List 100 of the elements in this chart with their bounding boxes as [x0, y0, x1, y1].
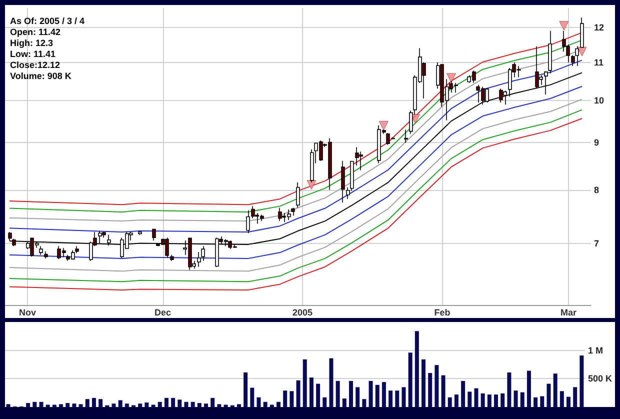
bar [6, 404, 10, 407]
bar [329, 358, 334, 407]
candlestick [575, 46, 579, 66]
candlestick [278, 207, 282, 222]
bar [316, 384, 320, 407]
bar [434, 365, 439, 407]
bar [59, 404, 64, 407]
bar [448, 397, 452, 407]
bar [112, 404, 116, 407]
bar [250, 388, 254, 407]
annotation: Volume: 908 K [10, 71, 72, 82]
bar [26, 403, 30, 407]
candlestick [296, 182, 300, 208]
candlestick [39, 246, 43, 256]
annotation: As Of: 2005 / 3 / 4 [10, 16, 85, 27]
bar [124, 404, 129, 407]
bar [217, 404, 222, 407]
bar [540, 396, 544, 407]
candlestick [341, 160, 345, 203]
bar [382, 382, 386, 407]
bar [487, 394, 492, 407]
y-tick-label: 9 [594, 138, 600, 148]
candlestick [246, 210, 250, 234]
point [559, 21, 569, 31]
candlestick [404, 129, 408, 144]
candlestick [499, 88, 503, 103]
point [446, 73, 456, 83]
bar [78, 404, 83, 407]
candlestick [580, 17, 584, 48]
bar [158, 402, 162, 407]
bar [375, 384, 380, 407]
candlestick [197, 252, 201, 268]
bar [408, 352, 412, 407]
bar [197, 403, 202, 407]
bar [474, 388, 478, 407]
bar [461, 380, 466, 407]
bar [276, 402, 281, 407]
bar [468, 392, 472, 407]
bar [553, 374, 558, 407]
y-tick-label: 10 [594, 96, 604, 106]
bar [118, 400, 122, 407]
bar [144, 402, 149, 407]
bar [66, 403, 70, 407]
candlestick [503, 90, 507, 105]
bar [256, 397, 261, 407]
bar [190, 402, 195, 407]
candlestick [170, 254, 174, 262]
bar [573, 387, 578, 407]
annotation: Low: 11.41 [10, 49, 57, 60]
bar [92, 398, 96, 407]
bar [560, 391, 564, 407]
x-tick-label: Nov [19, 308, 36, 318]
bar [388, 390, 393, 407]
bar [342, 398, 346, 407]
x-tick-label: 2005 [292, 308, 313, 318]
candlestick [571, 54, 575, 66]
bar [85, 399, 90, 407]
bar [184, 402, 188, 407]
x-tick-label: Feb [434, 308, 451, 318]
annotation: High: 12.3 [10, 38, 54, 49]
bar [236, 404, 241, 407]
bar [566, 396, 571, 407]
bar [263, 402, 268, 407]
point [306, 180, 316, 190]
bar [428, 373, 432, 407]
bar [204, 404, 208, 407]
candlestick [485, 88, 489, 103]
bar [302, 359, 307, 407]
bar [138, 404, 142, 407]
bar [164, 398, 168, 407]
bar [290, 391, 294, 407]
bar [514, 390, 518, 407]
annotation: Open: 11.42 [10, 27, 62, 38]
bar [309, 378, 314, 407]
bar [454, 394, 458, 407]
y-tick-label: 1 M [588, 345, 603, 356]
y-tick-label: 8 [594, 184, 600, 195]
bar [356, 387, 360, 407]
bar [283, 390, 288, 407]
bar [580, 356, 584, 407]
bar [494, 394, 498, 407]
point [378, 120, 388, 130]
bar [534, 397, 538, 407]
candlestick [548, 30, 552, 74]
candlestick [44, 250, 48, 259]
bar [98, 399, 103, 407]
y-tick-label: 7 [594, 238, 600, 248]
candlestick [291, 207, 295, 216]
bar [336, 380, 340, 407]
bar [362, 399, 366, 407]
bar [178, 400, 182, 407]
y-tick-label: 11 [594, 57, 604, 68]
bar [395, 390, 400, 407]
bar [500, 393, 505, 407]
y-tick-label: 500 K [588, 374, 612, 384]
candlestick [359, 151, 363, 171]
bar [422, 359, 426, 407]
bar [171, 398, 176, 407]
bar [72, 404, 76, 407]
candlestick [152, 228, 156, 241]
